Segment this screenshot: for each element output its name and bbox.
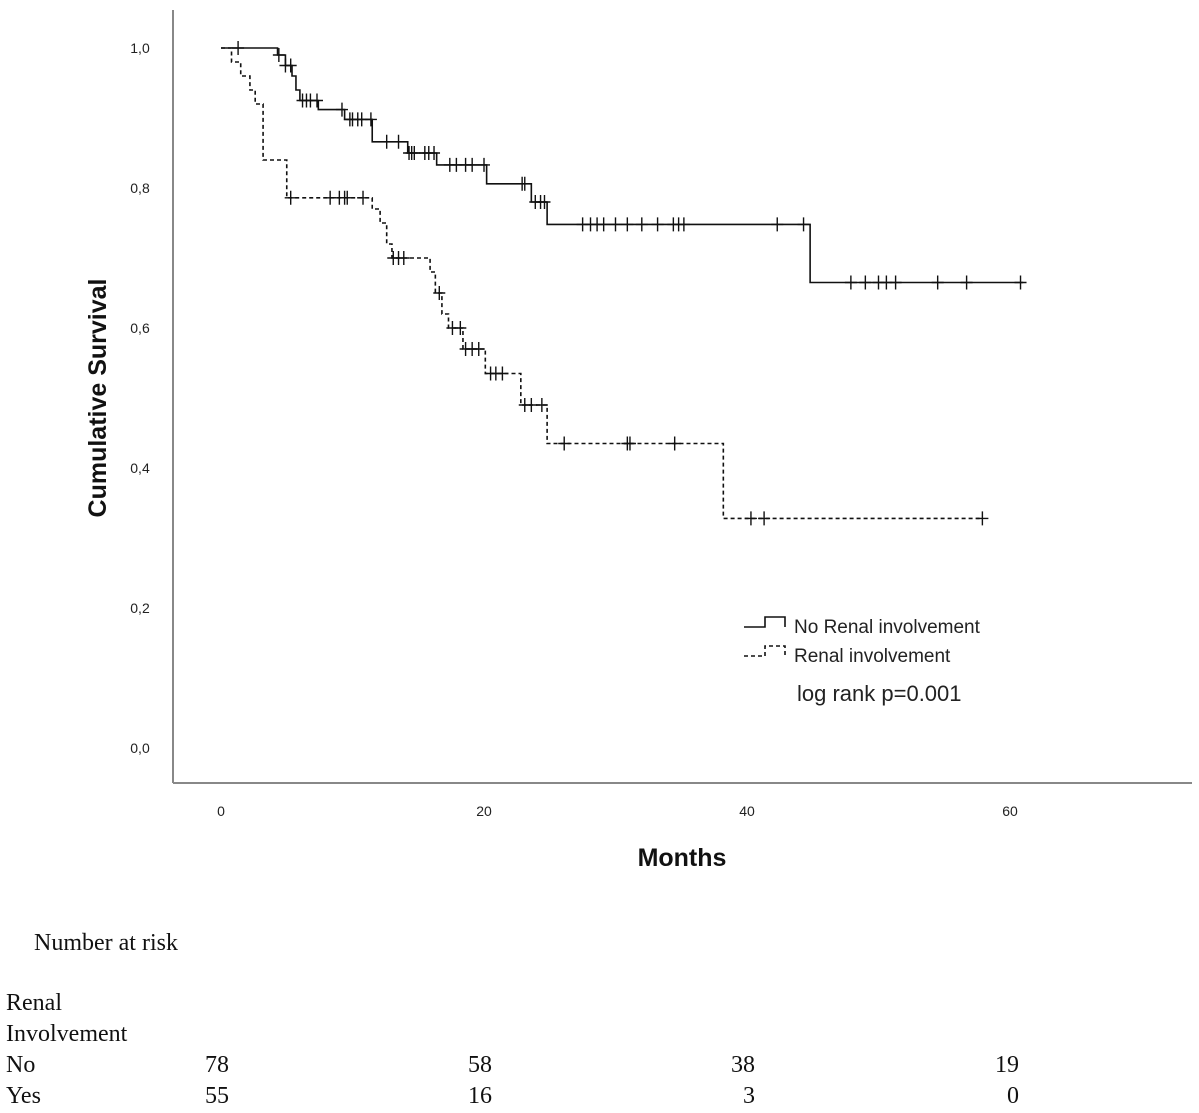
censor-mark-no-renal [844,275,857,290]
censor-mark-no-renal [677,217,690,232]
censor-mark-renal [472,342,485,356]
censor-mark-no-renal [621,217,634,232]
legend-symbol-renal [744,645,786,657]
risk-cell: 16 [468,1083,492,1109]
censor-mark-no-renal [1014,275,1027,290]
axes [172,10,1192,784]
censor-mark-renal [758,511,771,526]
risk-cell: 78 [205,1052,229,1078]
x-tick-label: 40 [739,803,755,819]
y-tick-label: 1,0 [130,40,150,56]
survival-line-renal [221,47,983,520]
y-tick-label: 0,4 [130,460,150,476]
risk-table-group-label-1: Renal [6,990,62,1016]
censor-mark-no-renal [651,217,664,232]
legend-symbol-no-renal [744,616,786,628]
censor-mark-renal [535,398,548,412]
survival-line-no-renal [221,47,1024,284]
legend-label-no-renal: No Renal involvement [794,617,981,638]
censor-mark-renal [623,436,636,451]
legend: No Renal involvement Renal involvement l… [744,616,981,706]
censor-mark-renal [357,190,370,205]
censor-mark-no-renal [466,157,479,172]
y-tick-label: 0,2 [130,600,150,616]
censor-mark-renal [284,190,297,205]
y-axis-title: Cumulative Survival [84,279,112,518]
censor-mark-no-renal [232,41,245,55]
x-tick-label: 20 [476,803,492,819]
risk-cell: 3 [743,1083,755,1109]
censor-mark-no-renal [960,275,973,290]
censor-mark-renal [558,436,571,451]
censor-mark-no-renal [771,217,784,232]
risk-cell: 19 [995,1052,1019,1078]
censor-mark-renal [976,511,989,526]
risk-table-title: Number at risk [34,930,178,956]
log-rank-annotation: log rank p=0.001 [797,681,962,706]
risk-cell: 58 [468,1052,492,1078]
censor-mark-renal [341,190,354,205]
x-tick-label: 0 [217,803,225,819]
censor-mark-renal [668,436,681,451]
y-tick-label: 0,8 [130,180,150,196]
risk-cell: 0 [1007,1083,1019,1109]
censor-mark-no-renal [538,195,551,209]
censor-mark-no-renal [797,217,810,232]
y-tick-label: 0,0 [130,740,150,756]
censor-mark-renal [525,398,538,412]
censor-mark-no-renal [609,217,622,232]
censor-mark-no-renal [408,146,421,160]
censor-mark-no-renal [889,275,902,290]
censor-mark-renal [433,286,446,300]
risk-row-label: No [6,1052,36,1078]
risk-table-group-label-2: Involvement [6,1021,128,1047]
censor-mark-renal [744,511,757,526]
censor-mark-renal [454,321,467,335]
censor-mark-no-renal [310,93,323,108]
x-tick-labels: 0 20 40 60 [217,803,1018,819]
risk-row-label: Yes [6,1083,41,1109]
censor-mark-no-renal [597,217,610,232]
censor-mark-no-renal [364,112,377,127]
legend-label-renal: Renal involvement [794,646,951,667]
risk-cell: 55 [205,1083,229,1109]
km-chart: 0,0 0,2 0,4 0,6 0,8 1,0 0 20 40 60 Cumulative Su… [84,10,1192,872]
censor-mark-no-renal [518,176,531,191]
censor-mark-no-renal [335,102,348,117]
x-axis-title: Months [638,844,727,872]
censor-mark-no-renal [428,146,441,160]
censor-mark-no-renal [859,275,872,290]
censor-mark-no-renal [380,134,393,149]
censor-mark-renal [496,366,509,381]
censor-mark-no-renal [635,217,648,232]
censor-mark-no-renal [284,58,297,73]
censor-mark-no-renal [478,157,490,172]
x-tick-label: 60 [1002,803,1018,819]
censor-mark-no-renal [931,275,944,290]
risk-cell: 38 [731,1052,755,1078]
survival-curves [221,41,1027,526]
censor-mark-renal [397,251,410,265]
y-tick-labels: 0,0 0,2 0,4 0,6 0,8 1,0 [130,40,150,756]
censor-mark-no-renal [392,134,405,149]
y-tick-label: 0,6 [130,320,150,336]
censor-mark-no-renal [272,48,285,62]
